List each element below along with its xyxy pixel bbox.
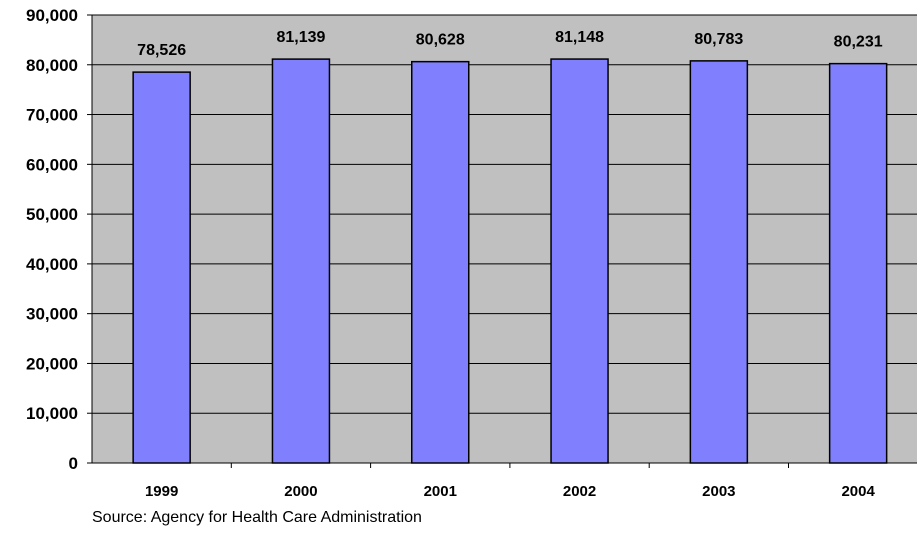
gridlines [92,14,917,414]
bar [411,60,470,464]
y-tick-label: 90,000 [26,6,78,25]
y-tick-label: 50,000 [26,205,78,224]
x-tick-label: 2003 [702,483,735,500]
source-note: Source: Agency for Health Care Administr… [92,509,422,526]
bar-value-label: 81,139 [276,29,325,46]
y-tick-label: 20,000 [26,354,78,373]
bar [828,62,888,464]
y-tick-label: 10,000 [26,404,78,423]
x-tick-label: 2004 [841,483,875,500]
bar-value-label: 81,148 [555,29,604,46]
bar [689,60,749,464]
bar [132,71,191,464]
bars [132,58,888,464]
y-tick-label: 0 [69,454,78,473]
bar [550,58,609,464]
y-tick-label: 30,000 [26,305,78,324]
x-tick-label: 2001 [424,483,457,500]
plot-area [92,15,917,463]
y-axis: 0 10,000 20,000 30,000 40,000 50,000 60,000 70,… [26,6,93,473]
value-labels: 78,526 81,139 80,628 81,148 80,783 80,231 [137,29,883,59]
bar [271,58,331,464]
x-tick-label: 2000 [284,483,317,500]
x-axis: 1999 2000 2001 2002 2003 2004 [92,462,917,500]
bar-value-label: 80,231 [834,34,883,51]
y-tick-label: 60,000 [26,155,78,174]
bar-value-label: 78,526 [137,42,186,59]
y-tick-label: 70,000 [26,106,78,125]
y-tick-label: 40,000 [26,255,78,274]
bar-value-label: 80,783 [694,31,743,48]
y-tick-label: 80,000 [26,56,78,75]
x-tick-label: 1999 [145,483,178,500]
x-tick-label: 2002 [563,483,596,500]
bar-value-label: 80,628 [416,32,465,49]
